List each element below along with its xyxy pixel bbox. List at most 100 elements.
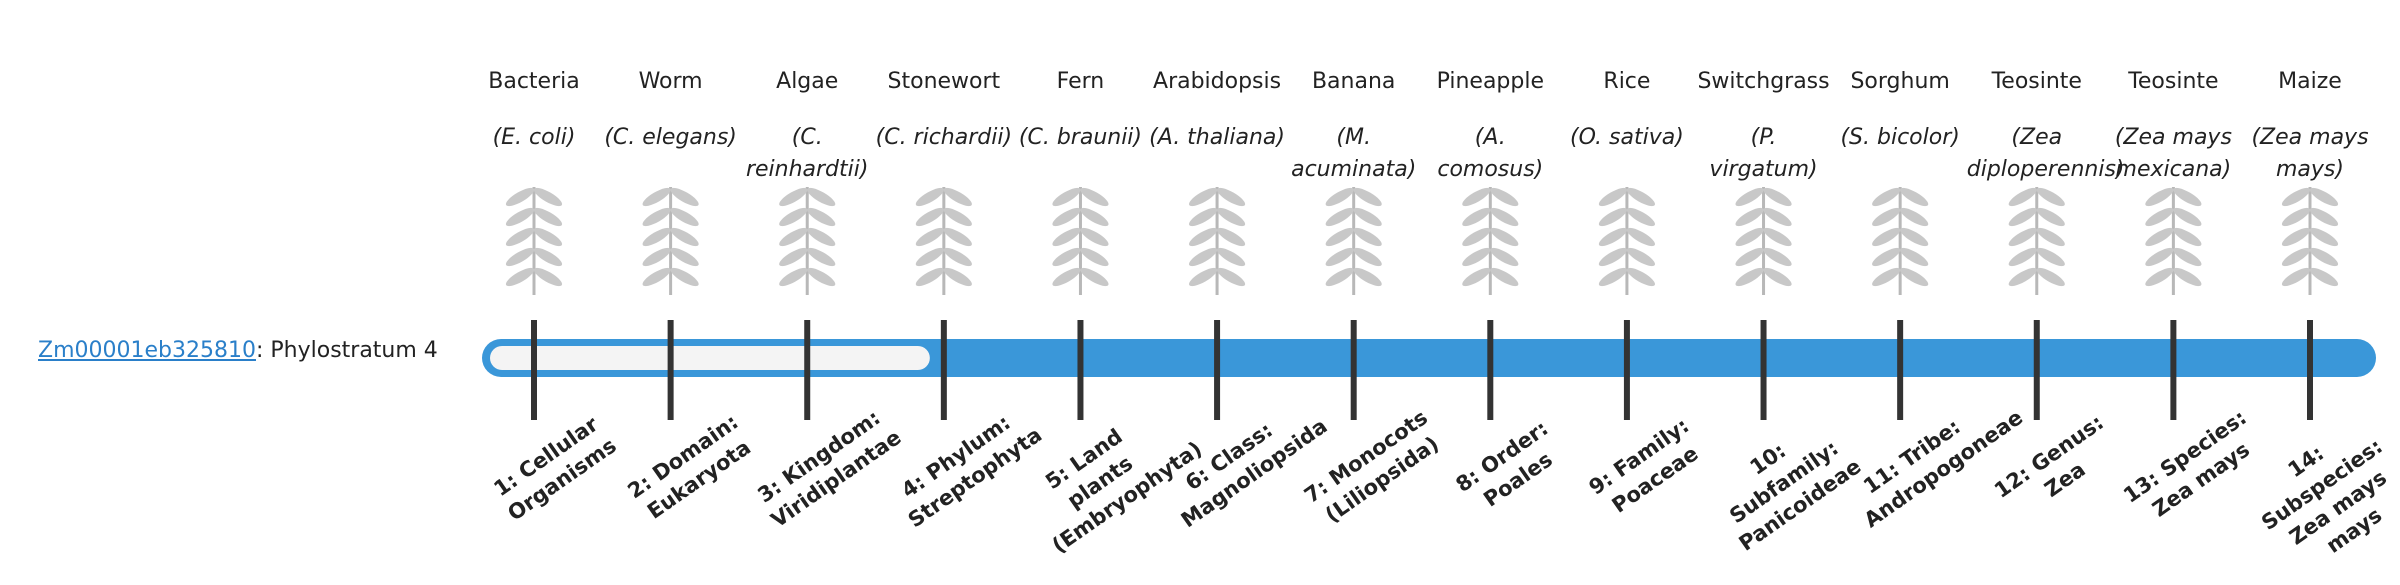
absent-segment [490, 346, 930, 370]
leaf [2036, 227, 2065, 247]
leaf [2173, 207, 2202, 227]
leaf [1188, 247, 1218, 267]
leaf [915, 207, 944, 227]
leaf [1735, 227, 1764, 247]
leaf [1216, 227, 1246, 247]
leaf [1900, 187, 1929, 207]
leaf [642, 187, 671, 207]
leaf [2008, 247, 2037, 267]
leaf [642, 227, 671, 247]
leaf [807, 267, 836, 287]
leaf [2008, 207, 2037, 227]
leaf [915, 247, 944, 267]
leaf [533, 187, 563, 207]
leaf [2008, 267, 2037, 287]
leaf [2145, 247, 2174, 267]
leaf [670, 267, 699, 287]
organism-name: Algae [776, 69, 839, 94]
leaf [642, 207, 671, 227]
leaf [779, 267, 808, 287]
leaf [807, 227, 836, 247]
organism-latin: (E. coli) [492, 125, 576, 150]
leaf [2008, 187, 2037, 207]
leaf [1462, 227, 1491, 247]
leaf [2145, 187, 2174, 207]
organism-name: Stonewort [887, 69, 1001, 94]
leaf [670, 187, 699, 207]
leaf [1052, 187, 1081, 207]
leaf [1216, 207, 1246, 227]
organism-name: Pineapple [1436, 69, 1545, 94]
leaf [807, 207, 836, 227]
leaf [1626, 227, 1656, 247]
leaf [2173, 247, 2202, 267]
organism-illustration [1735, 187, 1792, 295]
leaf [1900, 267, 1929, 287]
leaf [2173, 227, 2202, 247]
leaf [2281, 227, 2311, 247]
leaf [779, 227, 808, 247]
organism-illustration [779, 187, 836, 295]
organism-latin: (C. reinhardtii) [745, 125, 869, 182]
organism-illustration [2008, 187, 2065, 295]
leaf [1598, 227, 1628, 247]
organism-latin: (O. sativa) [1570, 125, 1684, 150]
organism-latin: (Zea diploperennis) [1966, 125, 2125, 182]
leaf [943, 247, 972, 267]
leaf [1598, 247, 1628, 267]
leaf [1626, 247, 1656, 267]
leaf [1626, 207, 1656, 227]
leaf [533, 267, 563, 287]
leaf [2036, 187, 2065, 207]
leaf [1735, 187, 1764, 207]
leaf [1462, 247, 1491, 267]
leaf [807, 187, 836, 207]
leaf [505, 207, 535, 227]
leaf [1872, 227, 1901, 247]
leaf [1900, 207, 1929, 227]
organism-name: Switchgrass [1697, 69, 1830, 94]
organism-illustration [1188, 187, 1246, 295]
leaf [533, 227, 563, 247]
leaf [1080, 227, 1109, 247]
leaf [2309, 227, 2339, 247]
leaf [1080, 267, 1109, 287]
leaf [533, 207, 563, 227]
organism-name: Worm [638, 69, 703, 94]
leaf [943, 207, 972, 227]
organism-latin: (Zea mays mays) [2251, 125, 2369, 182]
leaf [670, 247, 699, 267]
leaf [2281, 207, 2311, 227]
organism-latin: (C. braunii) [1018, 125, 1143, 150]
organism-name: Banana [1311, 69, 1396, 94]
leaf [1052, 207, 1081, 227]
leaf [505, 247, 535, 267]
organism-illustration [2145, 187, 2202, 295]
leaf [1763, 227, 1792, 247]
leaf [1626, 267, 1656, 287]
leaf [1626, 187, 1656, 207]
leaf [1462, 267, 1491, 287]
leaf [1763, 187, 1792, 207]
organism-illustration [1598, 187, 1656, 295]
leaf [2309, 247, 2339, 267]
organism-illustration [1052, 187, 1109, 295]
leaf [2173, 187, 2202, 207]
leaf [1735, 207, 1764, 227]
organism-name: Maize [2278, 69, 2342, 94]
leaf [1052, 227, 1081, 247]
leaf [943, 227, 972, 247]
gene-link[interactable]: Zm00001eb325810 [38, 338, 256, 363]
leaf [1872, 267, 1901, 287]
phylostratum-label: : Phylostratum 4 [255, 338, 438, 363]
leaf [1080, 207, 1109, 227]
leaf [1353, 227, 1382, 247]
leaf [2281, 267, 2311, 287]
leaf [915, 187, 944, 207]
leaf [1598, 187, 1628, 207]
leaf [2309, 207, 2339, 227]
leaf [1490, 247, 1519, 267]
leaf [779, 187, 808, 207]
organism-name: Teosinte [2128, 69, 2219, 94]
